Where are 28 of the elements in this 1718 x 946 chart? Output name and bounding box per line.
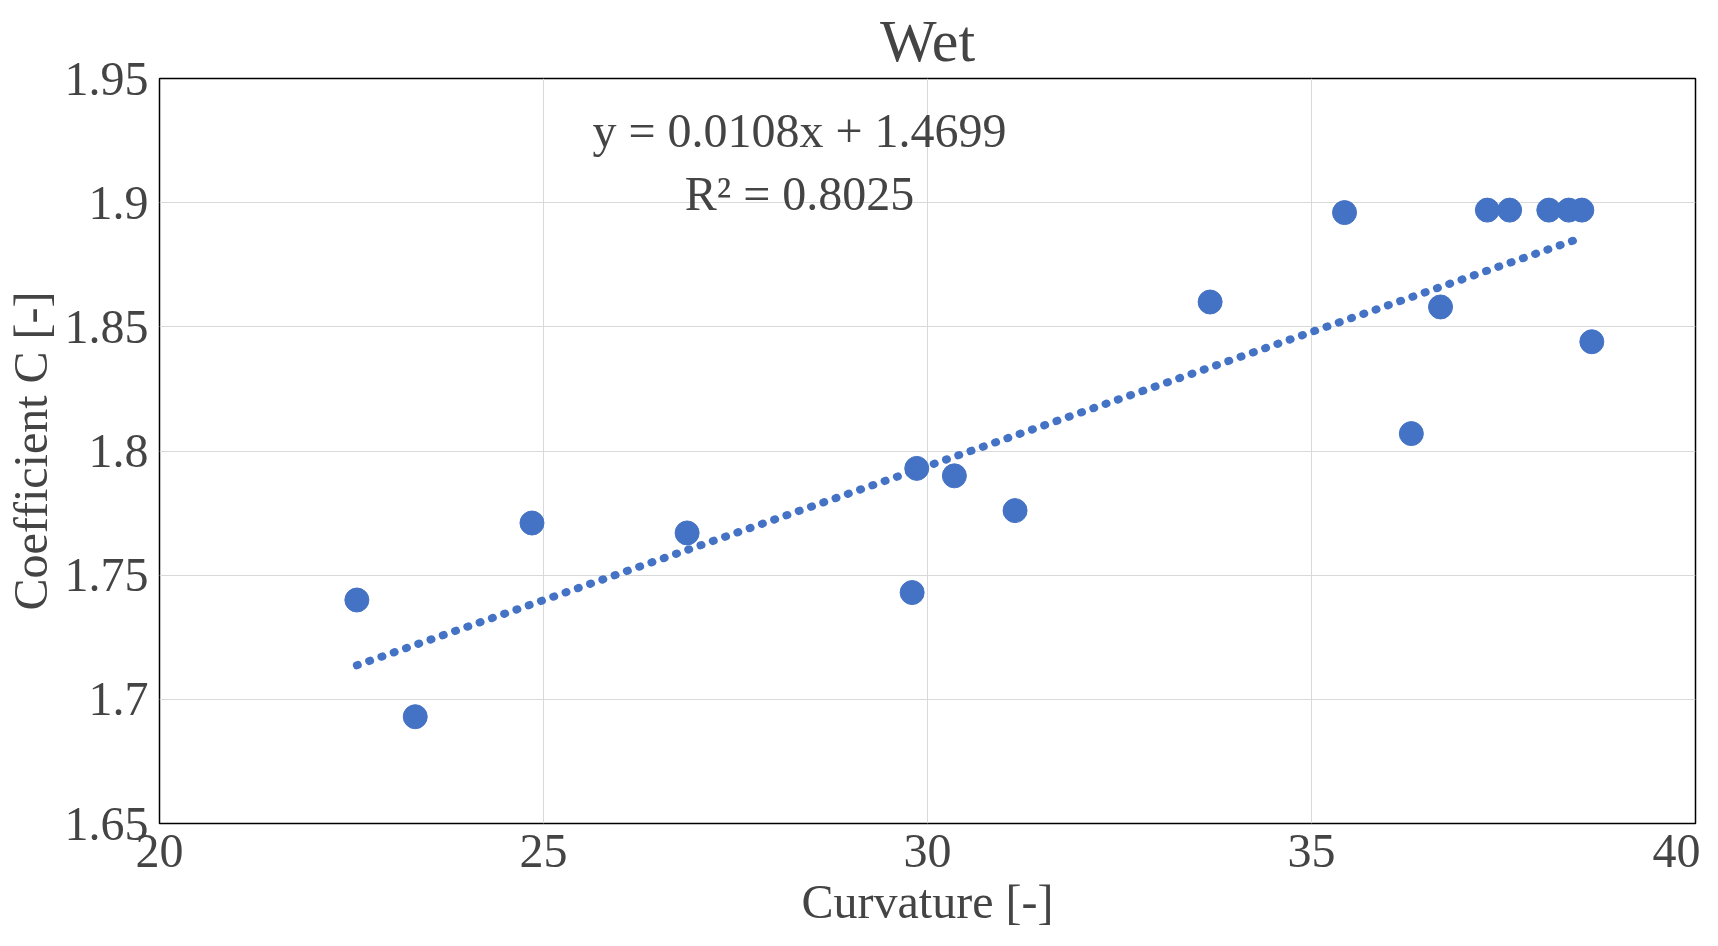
- point: [1332, 200, 1358, 226]
- y-tick-label: 1.8: [88, 424, 149, 477]
- x-tick-label: 30: [903, 823, 952, 877]
- x-tick-label: 35: [1287, 823, 1336, 877]
- chart-title: Wet: [879, 7, 976, 74]
- point: [1497, 197, 1523, 223]
- x-tick-label: 25: [519, 823, 568, 877]
- point: [1428, 294, 1454, 320]
- point: [1398, 421, 1424, 447]
- y-tick-label: 1.7: [88, 672, 149, 726]
- annotation: y = 0.0108x + 1.4699 R² = 0.8025: [592, 103, 1007, 221]
- y-tick-label: 1.75: [64, 548, 149, 602]
- point: [344, 587, 370, 613]
- point: [1197, 289, 1223, 315]
- point: [1474, 197, 1500, 223]
- point: [519, 510, 545, 536]
- point: [899, 580, 925, 606]
- point: [941, 463, 967, 489]
- point: [402, 704, 428, 730]
- x-tick-label: 40: [1652, 823, 1701, 877]
- point: [1002, 498, 1028, 524]
- y-tick-label: 1.85: [64, 299, 149, 353]
- point: [1579, 329, 1605, 355]
- x-axis-title: Curvature [-]: [801, 874, 1054, 928]
- y-tick-label: 1.95: [64, 51, 149, 105]
- point: [674, 520, 700, 546]
- y-tick-label: 1.9: [88, 175, 149, 229]
- y-axis-title: Coefficient C [-]: [3, 291, 57, 611]
